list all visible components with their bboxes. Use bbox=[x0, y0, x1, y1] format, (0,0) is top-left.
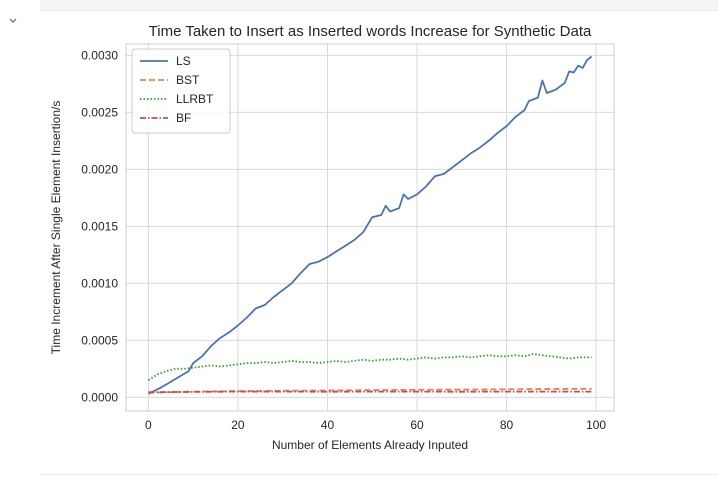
series-line-llrbt bbox=[147, 353, 592, 381]
y-tick-label: 0.0005 bbox=[81, 333, 118, 347]
legend: LS BST LLRBT BF bbox=[131, 48, 231, 134]
plot-frame bbox=[125, 43, 615, 412]
line-chart: 0 20 40 60 80 100 0.0000 0.0005 0.0010 0.0015 0.00… bbox=[49, 23, 615, 452]
x-tick-label: 60 bbox=[410, 418, 424, 432]
y-axis-label: Time Increment After Single Element Inse… bbox=[49, 101, 63, 355]
cell-output: 0 20 40 60 80 100 0.0000 0.0005 0.0010 0.0015 0.00… bbox=[40, 10, 718, 474]
series-line-ls bbox=[147, 55, 593, 395]
legend-label-bst: BST bbox=[176, 73, 200, 87]
y-tick-label: 0.0010 bbox=[81, 276, 118, 290]
y-tick-label: 0.0025 bbox=[81, 105, 118, 119]
y-tick-label: 0.0000 bbox=[81, 390, 118, 404]
legend-box bbox=[131, 48, 231, 134]
legend-label-llrbt: LLRBT bbox=[176, 92, 214, 106]
y-tick-label: 0.0020 bbox=[81, 162, 118, 176]
x-axis-label: Number of Elements Already Inputed bbox=[272, 438, 468, 452]
x-tick-label: 20 bbox=[231, 418, 245, 432]
x-tick-label: 80 bbox=[500, 418, 514, 432]
y-tick-label: 0.0030 bbox=[81, 48, 118, 62]
x-tick-label: 0 bbox=[145, 418, 152, 432]
chevron-down-icon[interactable] bbox=[6, 14, 20, 28]
cell-bottom-divider bbox=[40, 474, 718, 475]
series-line-bf bbox=[148, 390, 592, 394]
legend-label-bf: BF bbox=[176, 111, 191, 125]
tick-labels: 0 20 40 60 80 100 0.0000 0.0005 0.0010 0.0015 0.00… bbox=[81, 48, 606, 432]
y-tick-label: 0.0015 bbox=[81, 219, 118, 233]
x-tick-label: 40 bbox=[321, 418, 335, 432]
cell-top-bar bbox=[40, 0, 718, 11]
chart-title: Time Taken to Insert as Inserted words I… bbox=[149, 23, 592, 40]
x-tick-label: 100 bbox=[586, 418, 606, 432]
series-lines bbox=[147, 55, 593, 395]
legend-label-ls: LS bbox=[176, 54, 191, 68]
